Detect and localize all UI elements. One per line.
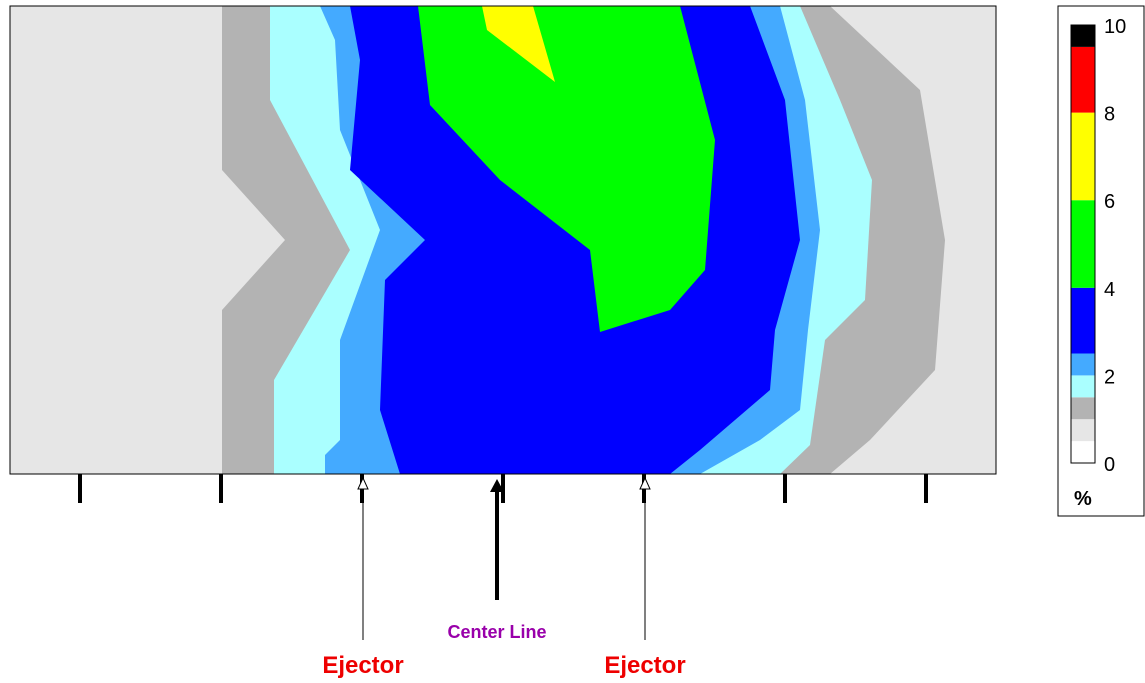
- colorbar: 0 2 4 6 8 10 %: [1057, 5, 1145, 517]
- colorbar-ticks: 0 2 4 6 8 10: [1104, 16, 1126, 476]
- colorbar-band-0: [1071, 441, 1095, 463]
- ejector-left-arrow: [357, 476, 369, 640]
- colorbar-band-9: [1071, 25, 1095, 47]
- ejector-left-label: Ejector: [322, 652, 403, 679]
- colorbar-band-7: [1071, 112, 1095, 201]
- colorbar-band-4: [1071, 353, 1095, 376]
- colorbar-band-1: [1071, 419, 1095, 442]
- colorbar-tick-label-3: 6: [1104, 191, 1115, 213]
- colorbar-bands: [1071, 25, 1095, 463]
- ejector-right-arrow: [639, 476, 651, 640]
- colorbar-tick-label-1: 2: [1104, 366, 1115, 388]
- colorbar-band-2: [1071, 397, 1095, 420]
- colorbar-band-6: [1071, 200, 1095, 288]
- colorbar-tick-label-5: 10: [1104, 16, 1126, 38]
- ejector-right-label: Ejector: [604, 652, 685, 679]
- colorbar-band-5: [1071, 287, 1095, 354]
- contour-field: [9, 5, 997, 475]
- colorbar-unit: %: [1074, 488, 1092, 510]
- colorbar-band-8: [1071, 46, 1095, 113]
- colorbar-band-3: [1071, 375, 1095, 398]
- band-6-8: [482, 6, 555, 82]
- x-axis-ticks: [78, 474, 928, 503]
- band-4-6: [418, 6, 715, 332]
- center-line-label: Center Line: [447, 622, 546, 642]
- colorbar-tick-label-4: 8: [1104, 104, 1115, 126]
- center-line-arrow: [490, 479, 504, 600]
- colorbar-frame: [1070, 24, 1096, 464]
- colorbar-tick-label-0: 0: [1104, 454, 1115, 476]
- colorbar-tick-label-2: 4: [1104, 279, 1115, 301]
